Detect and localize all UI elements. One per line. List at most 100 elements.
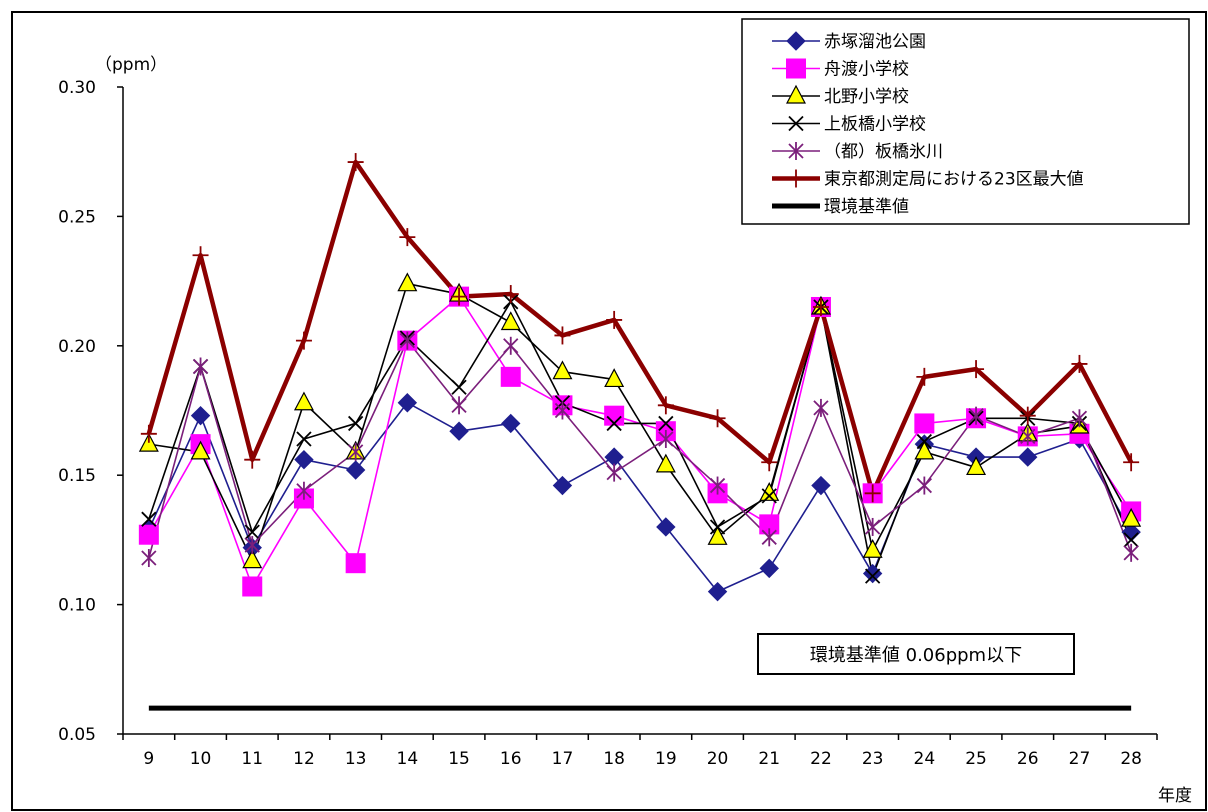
- data-point-0-12: [759, 558, 779, 579]
- data-point-1-12: [759, 514, 780, 535]
- data-point-3-3: [296, 431, 312, 447]
- data-point-1-4: [345, 553, 366, 574]
- marker-stroke: [788, 115, 804, 132]
- data-point-1-2: [242, 576, 263, 597]
- data-point-2-19: [1121, 507, 1142, 527]
- data-point-3-10: [658, 415, 674, 432]
- y-tick-label: 0.10: [58, 596, 96, 616]
- series-line-5: [146, 159, 1134, 496]
- data-point-4-10: [658, 429, 674, 448]
- x-tick-label: 19: [655, 749, 677, 769]
- data-point-4-4: [348, 442, 364, 461]
- marker-stroke: [658, 415, 674, 432]
- data-point-5-19: [1123, 453, 1140, 472]
- x-tick-label: 26: [1017, 749, 1039, 769]
- data-point-2-14: [862, 538, 883, 558]
- data-point-3-4: [348, 415, 364, 432]
- x-axis-unit-label: 年度: [1158, 786, 1192, 806]
- x-tick-label: 16: [500, 749, 522, 769]
- x-tick-label: 25: [965, 749, 987, 769]
- x-tick-label: 17: [552, 749, 574, 769]
- data-point-3-6: [451, 379, 467, 395]
- marker-stroke: [451, 379, 467, 395]
- data-point-5-0: [140, 424, 157, 443]
- x-tick-label: 27: [1069, 749, 1091, 769]
- legend-label-0: 赤塚溜池公園: [824, 32, 926, 52]
- data-point-4-2: [244, 536, 260, 555]
- data-point-5-6: [451, 287, 468, 306]
- data-point-5-17: [1019, 406, 1036, 425]
- data-point-1-9: [604, 405, 625, 426]
- legend-marker-1: [786, 58, 806, 79]
- data-point-4-6: [451, 396, 467, 415]
- data-point-4-15: [916, 476, 932, 495]
- x-tick-label: 20: [707, 749, 729, 769]
- data-point-3-9: [606, 415, 622, 432]
- y-tick-label: 0.20: [58, 337, 96, 357]
- marker-stroke: [348, 415, 364, 432]
- series-markers: [138, 153, 1142, 602]
- marker-stroke: [244, 524, 260, 540]
- x-tick-label: 9: [143, 749, 154, 769]
- legend-marker-4: [788, 142, 804, 160]
- data-point-0-17: [1018, 447, 1038, 467]
- marker-stroke: [916, 433, 932, 450]
- data-point-4-1: [192, 357, 209, 376]
- data-point-4-14: [865, 517, 881, 536]
- data-point-2-7: [500, 311, 521, 331]
- data-point-4-11: [709, 476, 726, 495]
- data-point-2-3: [293, 391, 314, 411]
- data-point-0-11: [707, 581, 728, 602]
- data-point-3-14: [865, 568, 881, 584]
- data-point-5-1: [192, 246, 209, 265]
- data-point-0-8: [552, 475, 573, 496]
- data-point-2-16: [966, 456, 987, 476]
- marker-stroke: [296, 431, 312, 447]
- data-point-5-16: [968, 360, 985, 379]
- data-point-0-5: [397, 393, 418, 413]
- x-tick-label: 28: [1120, 749, 1142, 769]
- data-point-5-3: [295, 331, 312, 350]
- marker-stroke: [865, 568, 881, 584]
- x-tick-label: 18: [603, 749, 625, 769]
- legend-label-3: 上板橋小学校: [824, 115, 926, 135]
- x-tick-label: 14: [397, 749, 419, 769]
- data-point-5-5: [399, 228, 416, 247]
- data-point-4-3: [296, 481, 312, 500]
- data-point-1-0: [138, 524, 159, 545]
- data-point-5-9: [606, 310, 623, 329]
- data-point-2-5: [397, 272, 418, 292]
- data-point-0-10: [656, 517, 676, 537]
- data-point-3-19: [1123, 532, 1139, 548]
- axes: 0.30 0.25 0.20 0.15 0.10 0.05 9 10 11 12 13 14 15 16 1…: [58, 78, 1158, 769]
- data-point-4-17: [1020, 427, 1036, 446]
- data-point-4-5: [399, 331, 415, 350]
- data-point-1-15: [914, 413, 935, 434]
- data-point-0-1: [190, 405, 211, 426]
- data-point-3-12: [761, 488, 777, 504]
- data-point-5-14: [864, 484, 881, 503]
- legend-label-1: 舟渡小学校: [824, 60, 909, 80]
- data-point-0-6: [449, 421, 469, 441]
- data-point-2-8: [552, 360, 573, 380]
- data-point-5-8: [554, 326, 571, 345]
- data-point-2-9: [604, 368, 625, 388]
- y-axis-unit-label: （ppm）: [95, 55, 168, 75]
- data-point-4-12: [761, 528, 777, 547]
- y-tick-label: 0.05: [58, 725, 96, 745]
- data-point-0-13: [811, 475, 831, 496]
- marker-stroke: [709, 519, 726, 535]
- data-point-4-18: [1071, 409, 1088, 428]
- x-tick-label: 15: [448, 749, 470, 769]
- data-point-0-3: [294, 449, 314, 470]
- data-point-3-2: [244, 524, 260, 540]
- standard-annotation-box: 環境基準値 0.06ppm以下: [757, 633, 1075, 675]
- data-point-2-10: [655, 453, 676, 473]
- legend-marker-3: [788, 115, 804, 132]
- data-point-5-11: [709, 409, 726, 428]
- marker-stroke: [1123, 532, 1139, 548]
- data-point-5-2: [244, 450, 261, 469]
- data-point-3-15: [916, 433, 932, 450]
- legend-label-5: 東京都測定局における23区最大値: [824, 170, 1084, 190]
